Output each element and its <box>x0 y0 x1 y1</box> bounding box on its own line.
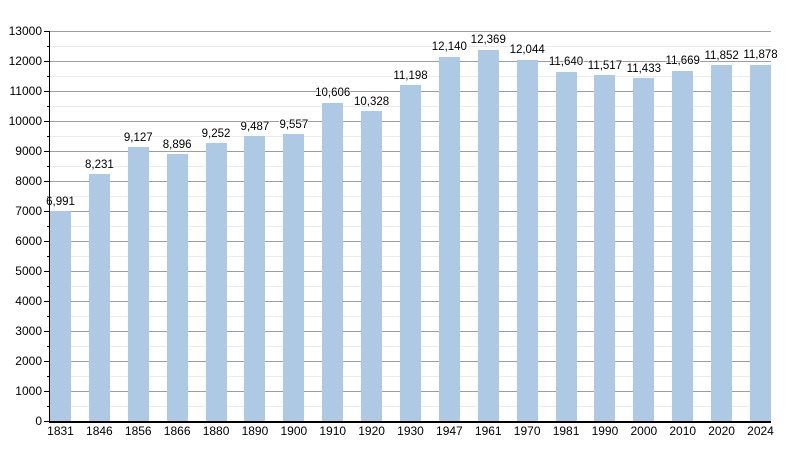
bar-value-label: 11,852 <box>704 49 739 62</box>
bar-value-label: 9,127 <box>123 131 153 144</box>
bar-value-label: 8,896 <box>162 138 192 151</box>
x-axis-tick-label: 1856 <box>124 424 152 438</box>
bar <box>555 71 577 421</box>
y-axis-tick-label: 6000 <box>15 234 42 248</box>
x-axis-tick-label: 1866 <box>163 424 191 438</box>
y-axis-minor-tick <box>46 46 50 47</box>
x-axis-tick-label: 1846 <box>86 424 113 438</box>
y-axis-major-tick <box>44 30 50 32</box>
bar <box>477 49 499 421</box>
x-axis-tick-label: 1981 <box>552 424 580 438</box>
bar <box>400 85 421 421</box>
bar <box>50 211 71 421</box>
y-axis-major-tick <box>44 120 50 122</box>
y-axis-tick-label: 2000 <box>15 354 42 368</box>
y-axis-minor-tick <box>46 136 50 137</box>
bar-value-label: 11,878 <box>743 49 778 62</box>
x-axis-tick-label: 1947 <box>436 424 463 438</box>
y-axis-minor-tick <box>46 106 50 107</box>
gridline-major <box>50 31 771 32</box>
bar <box>88 174 110 421</box>
y-axis-tick-label: 4000 <box>15 294 42 308</box>
bar-value-label: 11,669 <box>665 55 700 68</box>
y-axis-minor-tick <box>46 76 50 77</box>
bar <box>166 154 188 421</box>
x-axis-tick-label: 1930 <box>397 424 424 438</box>
gridline-major <box>50 61 771 62</box>
bar-value-label: 12,369 <box>470 34 506 47</box>
bar <box>205 143 227 421</box>
y-axis-minor-tick <box>46 166 50 167</box>
bar <box>633 78 655 421</box>
bar-value-label: 10,328 <box>354 95 390 108</box>
bar <box>594 75 616 421</box>
y-axis-tick-label: 12000 <box>8 54 42 68</box>
x-axis-tick-label: 2024 <box>747 424 774 438</box>
y-axis-tick-label: 8000 <box>15 174 42 188</box>
x-axis-line <box>48 421 771 423</box>
bar-value-label: 10,606 <box>315 87 351 100</box>
bar-value-label: 9,252 <box>201 127 231 140</box>
y-axis-tick-label: 7000 <box>15 204 42 218</box>
y-axis-major-tick <box>44 60 50 62</box>
bar-value-label: 11,517 <box>587 59 623 72</box>
bar <box>322 102 344 421</box>
bar-value-label: 12,140 <box>431 41 467 54</box>
y-axis-major-tick <box>44 90 50 92</box>
bar-value-label: 12,044 <box>509 44 545 57</box>
bar <box>672 70 694 421</box>
bar <box>361 111 383 421</box>
y-axis-tick-label: 5000 <box>15 264 42 278</box>
bar <box>750 64 771 421</box>
bar-value-label: 11,433 <box>626 62 661 75</box>
x-axis-tick-label: 2000 <box>630 424 658 438</box>
x-axis-tick-label: 1910 <box>319 424 347 438</box>
bar <box>127 147 149 421</box>
y-axis-major-tick <box>44 150 50 152</box>
x-axis-tick-label: 2020 <box>708 424 735 438</box>
x-axis-tick-label: 1831 <box>47 424 74 438</box>
bar-value-label: 11,640 <box>548 56 584 69</box>
x-axis-tick-label: 1920 <box>358 424 385 438</box>
x-axis-tick-label: 1970 <box>513 424 541 438</box>
y-axis-tick-label: 10000 <box>8 114 42 128</box>
y-axis-tick-label: 1000 <box>15 384 42 398</box>
x-axis-tick-label: 1890 <box>241 424 269 438</box>
bar <box>516 59 538 421</box>
x-axis-tick-label: 1990 <box>591 424 619 438</box>
x-axis-tick-label: 2010 <box>669 424 697 438</box>
gridline-minor <box>50 46 771 47</box>
y-axis-tick-label: 9000 <box>15 144 42 158</box>
x-axis-tick-label: 1961 <box>474 424 502 438</box>
bar-value-label: 9,487 <box>240 120 270 133</box>
bar-value-label: 8,231 <box>84 158 114 171</box>
bar <box>438 56 460 421</box>
bar <box>244 136 266 421</box>
x-axis-tick-label: 1880 <box>202 424 230 438</box>
y-axis-major-tick <box>44 180 50 182</box>
y-axis-tick-label: 3000 <box>15 324 42 338</box>
bar <box>283 134 305 421</box>
bar-value-label: 11,198 <box>393 69 428 82</box>
y-axis-tick-label: 0 <box>35 414 42 428</box>
y-axis-tick-label: 13000 <box>8 24 42 38</box>
bar <box>711 65 733 421</box>
bar-value-label: 9,557 <box>279 118 309 131</box>
bar-value-label: 6,991 <box>46 195 75 208</box>
y-axis-tick-label: 11000 <box>9 84 42 98</box>
x-axis-tick-label: 1900 <box>280 424 308 438</box>
